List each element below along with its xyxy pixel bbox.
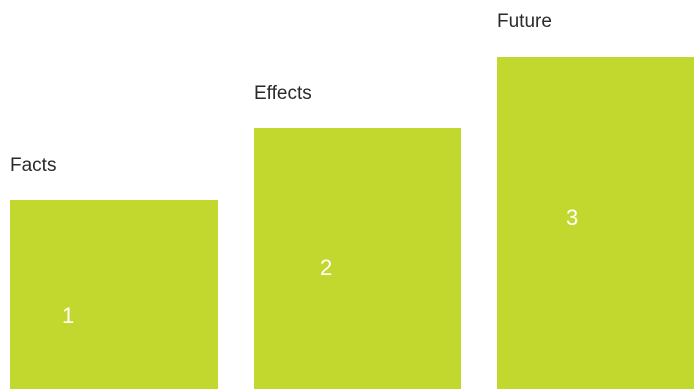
step-1-label: Facts [10,155,57,176]
step-3-block [497,57,694,389]
step-1-block [10,200,218,389]
step-1-number: 1 [62,303,75,328]
step-2-block [254,128,461,389]
step-3-label: Future [497,11,552,32]
step-2-number: 2 [320,255,333,280]
step-3-number: 3 [566,205,579,230]
step-2-label: Effects [254,83,312,104]
